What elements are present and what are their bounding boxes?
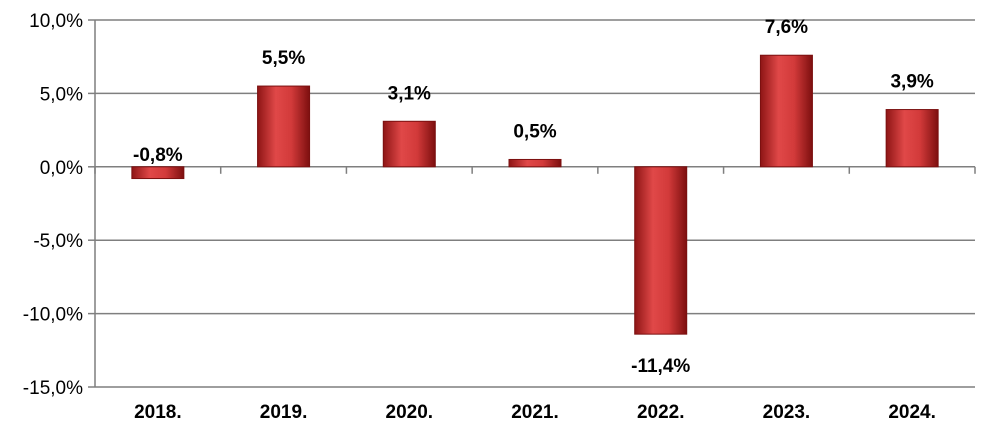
data-label-2023: 7,6% [765, 17, 808, 38]
y-tick-label-4: -10,0% [23, 305, 83, 326]
y-tick-label-3: -5,0% [33, 231, 83, 252]
x-category-label-2021: 2021. [511, 402, 559, 423]
bar-2023 [759, 54, 813, 168]
x-category-label-2018: 2018. [134, 402, 182, 423]
x-category-label-2020: 2020. [386, 402, 434, 423]
gridlines [95, 19, 975, 388]
data-label-2019: 5,5% [262, 48, 305, 69]
bar-2021 [508, 158, 562, 168]
x-category-label-2024: 2024. [888, 402, 936, 423]
bar-2022 [634, 166, 688, 335]
data-label-2018: -0,8% [133, 145, 183, 166]
bar-2024 [885, 109, 939, 168]
data-label-2020: 3,1% [388, 83, 431, 104]
y-axis-tick-labels: 10,0% 5,0% 0,0% -5,0% -10,0% -15,0% [23, 11, 83, 399]
y-tick-label-0: 10,0% [29, 11, 83, 32]
bar-2018 [131, 166, 185, 180]
bars [131, 54, 939, 335]
data-label-2024: 3,9% [890, 72, 933, 93]
bar-2020 [382, 120, 436, 168]
data-labels: -0,8% 5,5% 3,1% 0,5% -11,4% 7,6% 3,9% [133, 17, 934, 377]
y-tick-label-1: 5,0% [40, 84, 83, 105]
y-tick-label-5: -15,0% [23, 378, 83, 399]
y-tick-label-2: 0,0% [40, 158, 83, 179]
axes [88, 19, 976, 388]
x-category-label-2023: 2023. [763, 402, 811, 423]
bar-2019 [257, 85, 311, 168]
x-category-label-2019: 2019. [260, 402, 308, 423]
x-category-label-2022: 2022. [637, 402, 685, 423]
data-label-2021: 0,5% [513, 121, 556, 142]
data-label-2022: -11,4% [631, 356, 690, 377]
x-axis-category-labels: 2018. 2019. 2020. 2021. 2022. 2023. 2024. [134, 402, 936, 423]
